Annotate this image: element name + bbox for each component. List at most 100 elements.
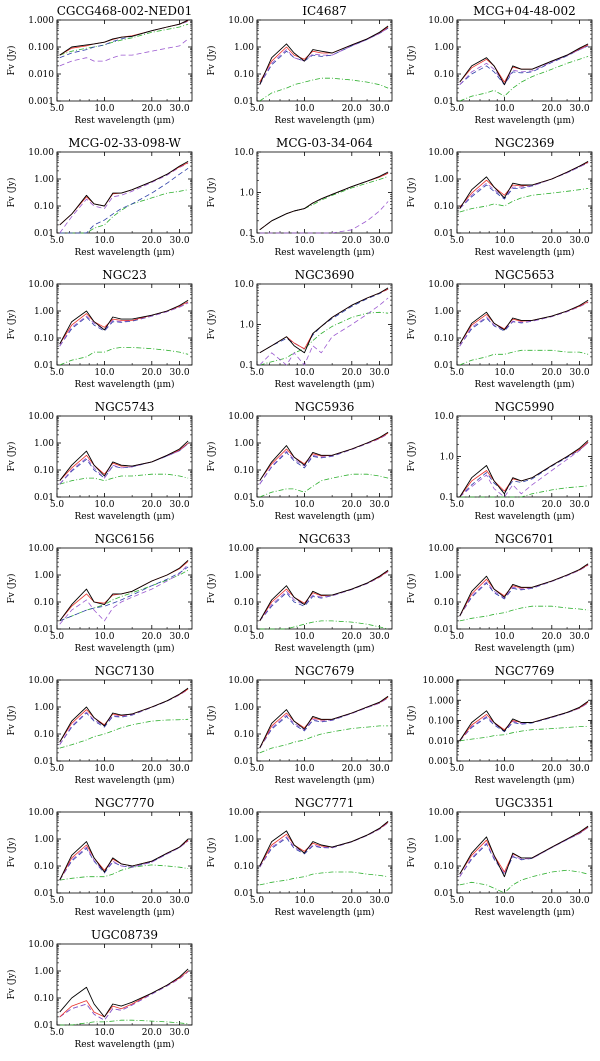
y-tick-label: 0.01 [34,889,54,899]
y-axis-label: Fv (Jy) [6,574,17,604]
y-tick-label: 0.01 [434,625,454,635]
x-tick-label: 5.0 [250,764,265,774]
chart-svg: CGCG468-002-NED01 0.001 0.010 0.100 1.000 5.0… [6,4,193,126]
chart-svg: MCG-03-34-064 0.1 1.0 10.0 5.0 10.0 20.0 30.0Re… [206,136,393,258]
y-tick-label: 10.00 [228,676,254,686]
series-line [459,301,589,345]
x-tick-label: 10.0 [494,500,514,510]
series-line [59,971,189,1021]
plot-frame [256,19,393,102]
y-tick-label: 0.01 [34,361,54,371]
x-tick-label: 20.0 [542,500,562,510]
x-axis-label: Rest wavelength (µm) [474,247,574,258]
chart-svg: NGC5936 0.01 0.10 1.00 10.00 5.0 10.0 20.0 30.0R… [206,400,393,522]
x-tick-label: 20.0 [142,896,162,906]
series-line [59,559,189,622]
y-axis-label: Fv (Jy) [6,442,17,472]
y-tick-label: 10.000 [423,676,455,686]
x-tick-label: 5.0 [50,104,65,114]
x-tick-label: 10.0 [94,368,114,378]
series-line [59,161,189,226]
chart-svg: NGC23 0.01 0.10 1.00 10.00 5.0 10.0 20.0 30.0Res… [6,268,193,390]
chart-panel: NGC7769 0.001 0.010 0.100 1.000 10.000 5.0 10.0… [400,662,600,794]
chart-title: NGC633 [298,532,350,546]
x-tick-label: 5.0 [250,632,265,642]
y-axis-label: Fv (Jy) [6,706,17,736]
y-tick-label: 1.00 [34,307,54,317]
y-axis-label: Fv (Jy) [6,46,17,76]
y-axis-label: Fv (Jy) [406,442,417,472]
x-axis-label: Rest wavelength (µm) [474,379,574,390]
chart-panel: NGC2369 0.01 0.10 1.00 10.00 5.0 10.0 20.0 30.0 R… [400,134,600,266]
series-line [259,697,389,749]
series-line [59,561,189,622]
plot-frame [456,151,593,234]
y-tick-label: 10.0 [234,148,254,158]
chart-panel: MCG-02-33-098-W 0.01 0.10 1.00 10.00 5.0 10.0 2… [0,134,200,266]
y-tick-label: 1.00 [34,571,54,581]
x-tick-label: 20.0 [542,896,562,906]
plot-frame [456,19,593,102]
series-line [459,44,589,83]
y-tick-label: 10.00 [228,412,254,422]
x-tick-label: 5.0 [450,500,465,510]
x-tick-label: 20.0 [542,368,562,378]
x-tick-label: 30.0 [570,368,590,378]
series-line [459,188,589,213]
y-tick-label: 10.0 [234,280,254,290]
y-tick-label: 0.010 [28,70,54,80]
x-tick-label: 20.0 [542,632,562,642]
x-tick-label: 10.0 [494,368,514,378]
x-axis-label: Rest wavelength (µm) [74,511,174,522]
series-line [259,287,389,354]
chart-panel: IC4687 0.01 0.10 1.00 10.00 5.0 10.0 20.0 30.0 Re… [200,2,400,134]
x-tick-label: 20.0 [342,500,362,510]
series-line [59,968,189,1018]
y-tick-label: 1.00 [34,175,54,185]
y-axis-label: Fv (Jy) [6,970,17,1000]
series-line [459,442,589,498]
x-tick-label: 20.0 [342,236,362,246]
series-line [459,827,589,877]
series-line [259,871,389,886]
y-tick-label: 0.10 [234,70,254,80]
y-axis-label: Fv (Jy) [406,574,417,604]
series-line [259,288,389,354]
y-tick-label: 0.10 [234,466,254,476]
y-tick-label: 1.00 [434,307,454,317]
chart-panel: MCG-03-34-064 0.1 1.0 10.0 5.0 10.0 20.0 30.0 Re… [200,134,400,266]
x-axis-label: Rest wavelength (µm) [274,247,374,258]
x-axis-label: Rest wavelength (µm) [74,1039,174,1050]
chart-title: MCG-02-33-098-W [68,136,181,150]
x-tick-label: 10.0 [494,104,514,114]
chart-title: NGC7769 [495,664,555,678]
series-line [59,167,189,234]
series-line [259,821,389,867]
series-line [59,302,189,347]
chart-panel: NGC5936 0.01 0.10 1.00 10.00 5.0 10.0 20.0 30.0 R… [200,398,400,530]
plot-frame [256,151,393,234]
series-line [59,20,189,56]
series-line [459,301,589,347]
x-tick-label: 5.0 [250,236,265,246]
chart-svg: MCG-02-33-098-W 0.01 0.10 1.00 10.00 5.0 10.0 2… [6,136,193,258]
y-tick-label: 10.00 [428,16,454,26]
series-line [459,485,589,498]
series-line [459,43,589,86]
y-tick-label: 0.10 [34,730,54,740]
plot-frame [56,679,193,762]
x-tick-label: 10.0 [494,236,514,246]
chart-svg: NGC7679 0.01 0.10 1.00 10.00 5.0 10.0 20.0 30.0R… [206,664,393,786]
x-tick-label: 20.0 [142,368,162,378]
x-tick-label: 10.0 [94,764,114,774]
chart-svg: NGC7130 0.01 0.10 1.00 10.00 5.0 10.0 20.0 30.0R… [6,664,193,786]
y-tick-label: 10.0 [434,412,454,422]
x-tick-label: 30.0 [170,236,190,246]
x-tick-label: 20.0 [342,896,362,906]
series-line [59,718,189,749]
y-axis-label: Fv (Jy) [406,310,417,340]
x-tick-label: 10.0 [494,764,514,774]
series-line [259,570,389,622]
x-tick-label: 10.0 [294,236,314,246]
x-tick-label: 30.0 [370,500,390,510]
